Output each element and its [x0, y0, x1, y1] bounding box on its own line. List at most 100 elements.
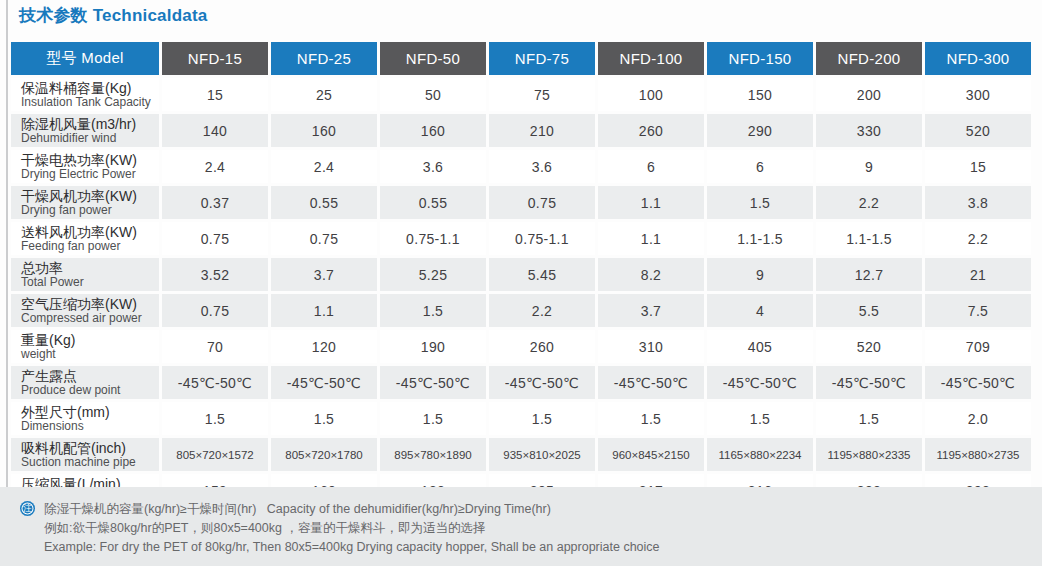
row-label: 送料风机功率(KW)Feeding fan power [11, 222, 159, 255]
value-cell: 0.75-1.1 [489, 222, 595, 255]
value-cell: 960×845×2150 [598, 438, 704, 471]
value-cell: 50 [380, 78, 486, 111]
value-cell: 3.7 [598, 294, 704, 327]
value-cell: 2.4 [162, 150, 268, 183]
value-cell: 260 [598, 114, 704, 147]
value-cell: 805×720×1780 [271, 438, 377, 471]
row-label: 吸料机配管(inch)Suction machine pipe [11, 438, 159, 471]
value-cell: 1.1 [598, 222, 704, 255]
row-label: 保温料桶容量(Kg)Insulation Tank Capacity [11, 78, 159, 111]
technical-data-table-wrap: 型号 Model NFD-15NFD-25NFD-50NFD-75NFD-100… [8, 39, 1034, 510]
value-cell: 6 [598, 150, 704, 183]
value-cell: 150 [707, 78, 813, 111]
value-cell: 1.5 [707, 186, 813, 219]
value-cell: 12.7 [816, 258, 922, 291]
row-label-zh: 空气压缩功率(KW) [21, 296, 155, 312]
table-row: 干燥风机功率(KW)Drying fan power0.370.550.550.… [11, 186, 1031, 219]
value-cell: 895×780×1890 [380, 438, 486, 471]
value-cell: 2.2 [925, 222, 1031, 255]
row-label-zh: 干燥电热功率(KW) [21, 152, 155, 168]
row-label: 总功率Total Power [11, 258, 159, 291]
row-label-zh: 外型尺寸(mm) [21, 404, 155, 420]
value-cell: 1.5 [380, 294, 486, 327]
value-cell: 1.5 [380, 402, 486, 435]
value-cell: 1.1-1.5 [816, 222, 922, 255]
value-cell: 70 [162, 330, 268, 363]
value-cell: 210 [489, 114, 595, 147]
value-cell: 805×720×1572 [162, 438, 268, 471]
value-cell: 140 [162, 114, 268, 147]
value-cell: 9 [707, 258, 813, 291]
row-label: 干燥电热功率(KW)Drying Electric Power [11, 150, 159, 183]
value-cell: 1195×880×2735 [925, 438, 1031, 471]
row-label-zh: 总功率 [21, 260, 155, 276]
row-label-zh: 产生露点 [21, 368, 155, 384]
note-line-3: Example: For dry the PET of 80kg/hr, The… [44, 538, 660, 557]
row-label-zh: 重量(Kg) [21, 332, 155, 348]
value-cell: 160 [380, 114, 486, 147]
value-cell: 21 [925, 258, 1031, 291]
value-cell: 25 [271, 78, 377, 111]
value-cell: 520 [925, 114, 1031, 147]
value-cell: 3.7 [271, 258, 377, 291]
value-cell: 405 [707, 330, 813, 363]
value-cell: 520 [816, 330, 922, 363]
row-label-zh: 送料风机功率(KW) [21, 224, 155, 240]
model-header-nfd-100: NFD-100 [598, 42, 704, 75]
value-cell: -45℃-50℃ [598, 366, 704, 399]
table-row: 总功率Total Power3.523.75.255.458.2912.721 [11, 258, 1031, 291]
value-cell: -45℃-50℃ [162, 366, 268, 399]
row-label-en: Produce dew point [21, 384, 155, 397]
value-cell: 3.8 [925, 186, 1031, 219]
row-label: 产生露点Produce dew point [11, 366, 159, 399]
value-cell: 190 [380, 330, 486, 363]
note-section: 注 除湿干燥机的容量(kg/hr)≥干燥时间(hr) Capacity of t… [0, 487, 1042, 566]
value-cell: 1195×880×2335 [816, 438, 922, 471]
value-cell: 290 [707, 114, 813, 147]
value-cell: -45℃-50℃ [489, 366, 595, 399]
note-lines: 除湿干燥机的容量(kg/hr)≥干燥时间(hr) Capacity of the… [44, 500, 660, 557]
row-label-en: Compressed air power [21, 312, 155, 325]
value-cell: 1.5 [598, 402, 704, 435]
row-label: 除湿机风量(m3/hr)Dehumidifier wind [11, 114, 159, 147]
value-cell: 1165×880×2234 [707, 438, 813, 471]
value-cell: 6 [707, 150, 813, 183]
value-cell: 15 [162, 78, 268, 111]
value-cell: 3.6 [380, 150, 486, 183]
model-header-nfd-15: NFD-15 [162, 42, 268, 75]
model-header-nfd-200: NFD-200 [816, 42, 922, 75]
table-header-row: 型号 Model NFD-15NFD-25NFD-50NFD-75NFD-100… [11, 42, 1031, 75]
table-body: 保温料桶容量(Kg)Insulation Tank Capacity152550… [11, 78, 1031, 507]
technical-data-table: 型号 Model NFD-15NFD-25NFD-50NFD-75NFD-100… [8, 39, 1034, 510]
value-cell: 0.75 [162, 294, 268, 327]
row-label-zh: 干燥风机功率(KW) [21, 188, 155, 204]
value-cell: 0.75 [162, 222, 268, 255]
value-cell: 1.5 [271, 402, 377, 435]
value-cell: 330 [816, 114, 922, 147]
row-label-en: Dimensions [21, 420, 155, 433]
row-label: 外型尺寸(mm)Dimensions [11, 402, 159, 435]
value-cell: 2.2 [816, 186, 922, 219]
value-cell: 1.1-1.5 [707, 222, 813, 255]
table-row: 除湿机风量(m3/hr)Dehumidifier wind14016016021… [11, 114, 1031, 147]
value-cell: 1.5 [162, 402, 268, 435]
value-cell: 0.55 [380, 186, 486, 219]
model-header-nfd-75: NFD-75 [489, 42, 595, 75]
table-row: 吸料机配管(inch)Suction machine pipe805×720×1… [11, 438, 1031, 471]
value-cell: 935×810×2025 [489, 438, 595, 471]
note-line-1: 除湿干燥机的容量(kg/hr)≥干燥时间(hr) Capacity of the… [44, 500, 660, 519]
note-icon: 注 [20, 501, 35, 516]
row-label-en: Drying Electric Power [21, 168, 155, 181]
row-label-en: Suction machine pipe [21, 456, 155, 469]
model-column-header: 型号 Model [11, 42, 159, 75]
row-label-en: Insulation Tank Capacity [21, 96, 155, 109]
row-label: 重量(Kg)weight [11, 330, 159, 363]
value-cell: 120 [271, 330, 377, 363]
value-cell: 1.1 [271, 294, 377, 327]
value-cell: 0.75 [271, 222, 377, 255]
table-row: 重量(Kg)weight70120190260310405520709 [11, 330, 1031, 363]
row-label-zh: 除湿机风量(m3/hr) [21, 116, 155, 132]
value-cell: 7.5 [925, 294, 1031, 327]
value-cell: -45℃-50℃ [380, 366, 486, 399]
note-line-2: 例如:欲干燥80kg/hr的PET，则80x5=400kg ，容量的干燥料斗，即… [44, 519, 660, 538]
